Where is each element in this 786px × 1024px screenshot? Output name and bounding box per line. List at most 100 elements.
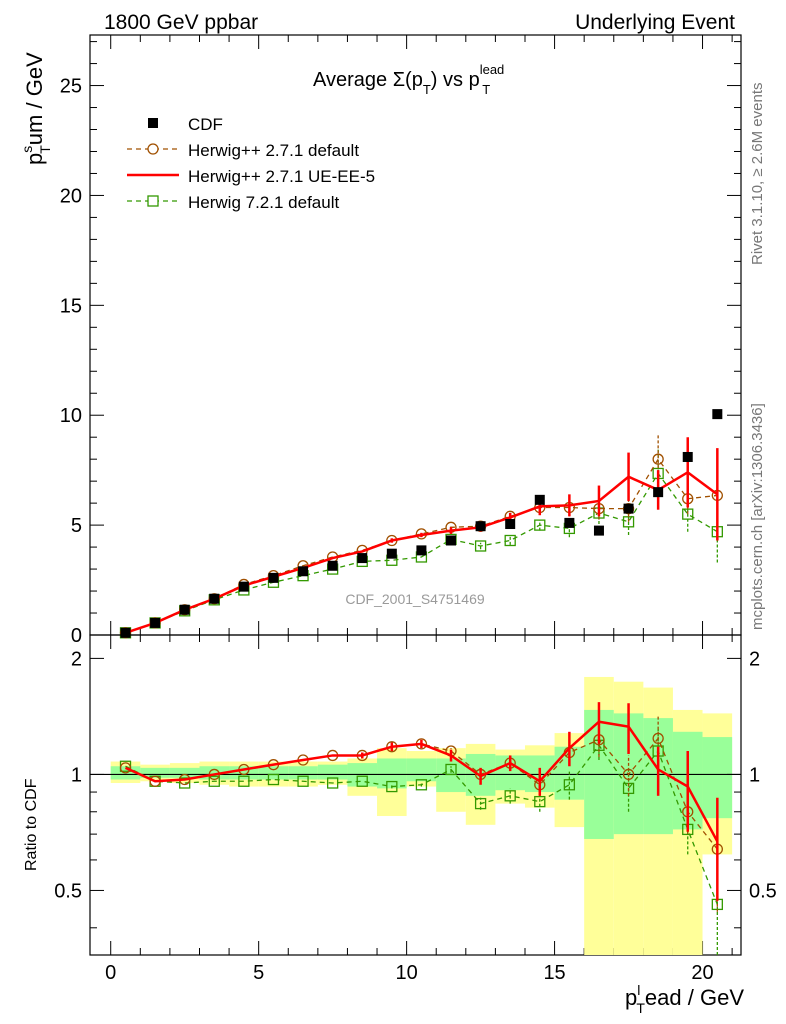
y-axis-label-base: p [22,153,47,165]
rivet-version-label: Rivet 3.1.10, ≥ 2.6M events [749,83,766,266]
legend-label: Herwig++ 2.7.1 default [188,141,359,160]
x-axis-label-base: p [625,985,637,1010]
data-point [505,519,516,530]
data-point [593,525,604,536]
y-tick-label: 10 [60,405,82,427]
y-axis-label-rest: um / GeV [22,52,47,145]
data-point [652,732,664,745]
y-tick-label: 0 [71,625,82,647]
data-point [238,581,249,592]
data-point [357,553,368,564]
ratio-band-inner [258,766,289,780]
data-point [179,604,190,615]
ratio-band-inner [406,758,437,782]
data-point [563,779,576,791]
data-point [623,503,634,514]
y-tick-label: 15 [60,295,82,317]
plot-title-sup: lead [480,62,505,77]
y-axis-label-main: ps Tum / GeV [19,52,53,165]
data-point [504,790,516,802]
y-tick-label: 5 [71,515,82,537]
ratio-band-inner [288,766,318,780]
main-axis-ticks: 0 5 10 15 20 25 0 5 10 15 20 [60,35,741,984]
x-tick-label: 0 [105,962,116,984]
ratio-band-inner [377,758,407,789]
data-point [238,775,250,787]
y-axis-label-ratio: Ratio to CDF [23,778,40,871]
x-tick-label: 20 [691,962,713,984]
ratio-y-tick-label-right: 1 [749,764,760,786]
main-data-layer [119,409,723,639]
x-tick-label: 15 [543,962,565,984]
data-point [682,508,694,520]
ratio-band-inner [317,764,348,780]
data-point [386,780,398,793]
ratio-y-tick-label: 1 [71,764,82,786]
plot-title-sub1: T [423,82,431,97]
ratio-band-inner [140,767,170,778]
analysis-watermark: CDF_2001_S4751469 [345,591,485,607]
x-tick-label: 5 [253,962,264,984]
plot-title-mid: ) vs p [431,69,480,91]
ratio-uncertainty-bands [110,676,733,955]
ratio-y-tick-label-right: 2 [749,648,760,670]
ratio-panel: 0.5 0.5 1 1 2 2 [54,634,777,956]
ratio-data-layer [119,702,723,955]
data-point [446,535,457,546]
header-right: Underlying Event [575,11,735,34]
ratio-y-tick-label-right: 0.5 [749,880,777,902]
data-point [415,779,428,791]
mcplots-label: mcplots.cern.ch [arXiv:1306.3436] [749,403,766,630]
data-point [179,777,191,789]
plot-title-sub2: T [482,82,490,97]
data-point [712,409,723,420]
x-axis-label: pl Tead / GeV [625,982,744,1016]
data-point [682,451,693,462]
data-point [150,617,161,628]
data-point [326,777,339,789]
series-line [125,472,718,634]
legend-label: Herwig++ 2.7.1 UE-EE-5 [188,167,375,186]
data-point [297,775,309,787]
data-point [356,775,368,787]
x-axis-label-sup: l [637,982,640,998]
data-point [653,487,664,498]
data-point [268,572,279,583]
data-point [208,775,220,787]
y-tick-label: 20 [60,185,82,207]
data-point [267,773,280,786]
data-point [622,768,635,781]
x-axis-label-rest: ead / GeV [645,985,744,1010]
data-point [327,560,338,571]
data-point [445,763,457,776]
legend: CDF Herwig++ 2.7.1 default Herwig++ 2.7.1 … [127,115,375,212]
series-line [125,458,718,634]
legend-label: Herwig 7.2.1 default [188,193,339,212]
ratio-y-tick-label: 2 [71,648,82,670]
y-axis-label-sub: T [37,145,53,154]
plot-title: Average Σ(pT) vs plead T [313,62,504,97]
y-tick-label: 25 [60,76,82,98]
data-point [652,453,664,465]
data-point [474,540,487,552]
ratio-band-inner [169,767,200,778]
data-point [475,521,486,532]
main-panel: 0 5 10 15 20 25 0 5 10 15 20 CDF_2001_S4751469 Ave… [60,34,742,984]
data-point [534,494,545,505]
header-left: 1800 GeV ppbar [104,11,258,34]
data-point [298,566,309,577]
x-tick-label: 10 [395,962,417,984]
legend-marker [147,143,159,155]
data-point [119,762,132,774]
data-point [564,517,575,528]
ratio-axis-ticks: 0.5 0.5 1 1 2 2 [54,648,777,929]
data-point [120,627,131,638]
data-point [386,548,397,559]
legend-marker [148,118,158,128]
y-axis-label-sup: s [19,146,35,153]
legend-label: CDF [188,115,223,134]
data-point [209,593,220,604]
plot-title-main: Average Σ(p [313,69,423,91]
data-point [474,797,487,810]
